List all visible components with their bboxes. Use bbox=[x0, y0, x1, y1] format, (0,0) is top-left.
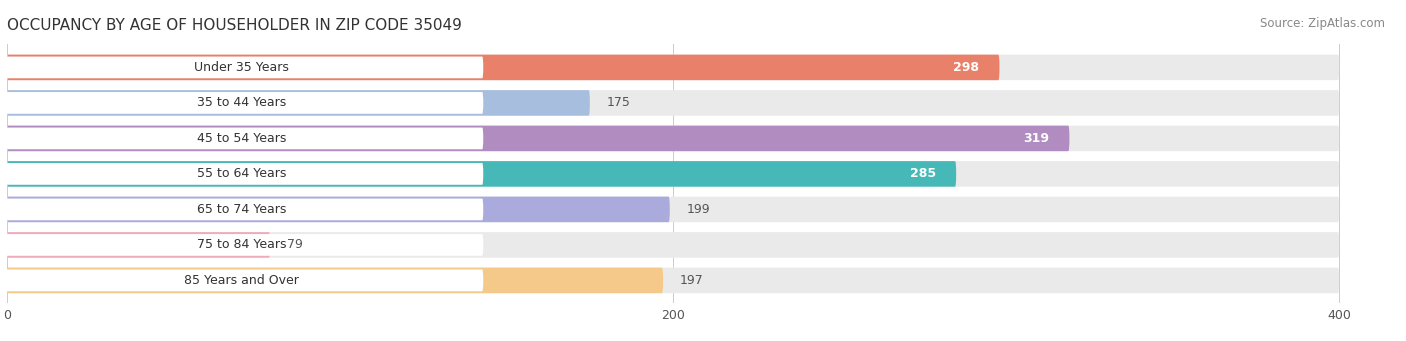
Text: 199: 199 bbox=[686, 203, 710, 216]
FancyBboxPatch shape bbox=[7, 232, 1339, 258]
FancyBboxPatch shape bbox=[7, 55, 1339, 80]
FancyBboxPatch shape bbox=[7, 161, 1339, 187]
FancyBboxPatch shape bbox=[7, 268, 1339, 293]
Text: 285: 285 bbox=[910, 167, 936, 180]
FancyBboxPatch shape bbox=[7, 90, 591, 116]
FancyBboxPatch shape bbox=[7, 232, 270, 258]
Text: 55 to 64 Years: 55 to 64 Years bbox=[197, 167, 287, 180]
FancyBboxPatch shape bbox=[0, 269, 484, 291]
FancyBboxPatch shape bbox=[7, 197, 1339, 222]
FancyBboxPatch shape bbox=[7, 125, 1070, 151]
Text: 45 to 54 Years: 45 to 54 Years bbox=[197, 132, 287, 145]
FancyBboxPatch shape bbox=[0, 198, 484, 220]
Text: 65 to 74 Years: 65 to 74 Years bbox=[197, 203, 287, 216]
FancyBboxPatch shape bbox=[0, 163, 484, 185]
Text: 75 to 84 Years: 75 to 84 Years bbox=[197, 238, 287, 251]
Text: 175: 175 bbox=[606, 97, 630, 109]
Text: 197: 197 bbox=[679, 274, 703, 287]
Text: Source: ZipAtlas.com: Source: ZipAtlas.com bbox=[1260, 17, 1385, 30]
FancyBboxPatch shape bbox=[7, 197, 669, 222]
FancyBboxPatch shape bbox=[7, 125, 1339, 151]
FancyBboxPatch shape bbox=[0, 92, 484, 114]
Text: 298: 298 bbox=[953, 61, 980, 74]
FancyBboxPatch shape bbox=[7, 90, 1339, 116]
Text: 85 Years and Over: 85 Years and Over bbox=[184, 274, 299, 287]
Text: OCCUPANCY BY AGE OF HOUSEHOLDER IN ZIP CODE 35049: OCCUPANCY BY AGE OF HOUSEHOLDER IN ZIP C… bbox=[7, 18, 463, 33]
Text: Under 35 Years: Under 35 Years bbox=[194, 61, 290, 74]
FancyBboxPatch shape bbox=[0, 234, 484, 256]
FancyBboxPatch shape bbox=[7, 268, 664, 293]
FancyBboxPatch shape bbox=[0, 57, 484, 78]
FancyBboxPatch shape bbox=[0, 128, 484, 149]
FancyBboxPatch shape bbox=[7, 55, 1000, 80]
Text: 79: 79 bbox=[287, 238, 302, 251]
Text: 35 to 44 Years: 35 to 44 Years bbox=[197, 97, 287, 109]
Text: 319: 319 bbox=[1024, 132, 1049, 145]
FancyBboxPatch shape bbox=[7, 161, 956, 187]
